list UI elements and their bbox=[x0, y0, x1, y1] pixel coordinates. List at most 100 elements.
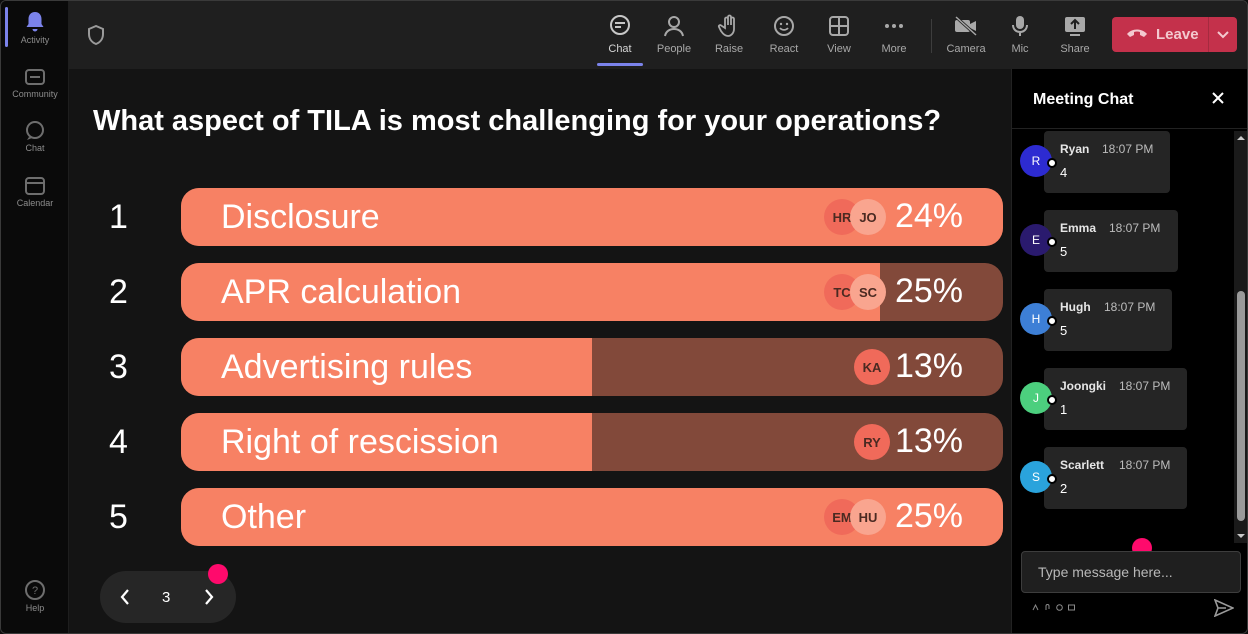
voter-avatar: SC bbox=[850, 274, 886, 310]
message-sender: Scarlett bbox=[1060, 458, 1105, 472]
toolbar-share-button[interactable]: Share bbox=[1050, 11, 1100, 61]
chat-message[interactable]: H Hugh 18:07 PM 5 bbox=[1020, 289, 1172, 351]
poll-question: What aspect of TILA is most challenging … bbox=[93, 105, 942, 137]
chat-format-tools bbox=[1032, 604, 1075, 611]
message-time: 18:07 PM bbox=[1119, 458, 1171, 472]
poll-option[interactable]: 5 Other EM HU 25% bbox=[69, 488, 1011, 546]
message-sender: Ryan bbox=[1060, 142, 1090, 156]
rail-item-help[interactable]: ? Help bbox=[1, 579, 69, 613]
toolbar-people-button[interactable]: People bbox=[649, 11, 699, 61]
option-bar: APR calculation TC SC 25% bbox=[181, 263, 1003, 321]
avatar-initial: S bbox=[1031, 470, 1040, 484]
avatar: E bbox=[1020, 224, 1052, 256]
format-icon[interactable] bbox=[1032, 604, 1039, 611]
rail-item-chat[interactable]: Chat bbox=[1, 121, 69, 153]
option-percent: 13% bbox=[894, 422, 963, 460]
active-tab-indicator bbox=[597, 63, 643, 66]
close-icon[interactable] bbox=[1211, 91, 1225, 110]
message-text: 4 bbox=[1060, 165, 1068, 180]
presence-dot bbox=[1047, 474, 1057, 484]
option-percent: 24% bbox=[894, 197, 963, 235]
send-icon[interactable] bbox=[1213, 598, 1235, 622]
attach-icon[interactable] bbox=[1044, 604, 1051, 611]
option-label: APR calculation bbox=[221, 273, 462, 311]
smiley-icon bbox=[759, 14, 809, 38]
poll-option[interactable]: 1 Disclosure HR JO 24% bbox=[69, 188, 1011, 246]
chat-message[interactable]: S Scarlett 18:07 PM 2 bbox=[1020, 447, 1187, 509]
option-bar-fill bbox=[181, 413, 592, 471]
toolbar-button-label: Chat bbox=[608, 43, 632, 55]
avatar: J bbox=[1020, 382, 1052, 414]
hang-up-icon bbox=[1126, 26, 1156, 43]
toolbar-mic-button[interactable]: Mic bbox=[995, 11, 1045, 61]
chevron-right-icon bbox=[205, 589, 214, 605]
poll-option[interactable]: 4 Right of rescission RY 13% bbox=[69, 413, 1011, 471]
help-icon: ? bbox=[1, 579, 69, 601]
rail-item-label: Activity bbox=[20, 35, 50, 45]
next-page-button[interactable] bbox=[202, 587, 216, 612]
toolbar-more-button[interactable]: More bbox=[869, 11, 919, 61]
hand-icon bbox=[704, 14, 754, 38]
message-text: 2 bbox=[1060, 481, 1068, 496]
chat-header: Meeting Chat bbox=[1012, 69, 1247, 129]
message-time: 18:07 PM bbox=[1119, 379, 1171, 393]
voter-avatar: JO bbox=[850, 199, 886, 235]
rail-item-calendar[interactable]: Calendar bbox=[1, 176, 69, 208]
option-number: 1 bbox=[109, 198, 128, 236]
toolbar-view-button[interactable]: View bbox=[814, 11, 864, 61]
cursor-indicator bbox=[208, 564, 228, 584]
option-bar: Advertising rules KA 13% bbox=[181, 338, 1003, 396]
option-number: 5 bbox=[109, 498, 128, 536]
toolbar-button-label: More bbox=[881, 43, 907, 55]
voter-avatars: EM HU bbox=[824, 499, 886, 535]
leave-button[interactable]: Leave bbox=[1112, 17, 1237, 52]
rail-item-label: Calendar bbox=[16, 198, 54, 208]
avatar-initial: H bbox=[1031, 312, 1041, 326]
chat-message[interactable]: E Emma 18:07 PM 5 bbox=[1020, 210, 1178, 272]
scroll-thumb[interactable] bbox=[1237, 291, 1245, 521]
avatar: R bbox=[1020, 145, 1052, 177]
presence-dot bbox=[1047, 316, 1057, 326]
emoji-icon[interactable] bbox=[1056, 604, 1063, 611]
voter-avatars: HR JO bbox=[824, 199, 886, 235]
meeting-chat-panel: Meeting Chat R Ryan 18:07 PM 4 E Emma 18:07 PM… bbox=[1011, 69, 1247, 633]
chat-icon bbox=[1, 121, 69, 141]
toolbar-chat-button[interactable]: Chat bbox=[595, 11, 645, 61]
chat-message[interactable]: J Joongki 18:07 PM 1 bbox=[1020, 368, 1187, 430]
poll-option[interactable]: 2 APR calculation TC SC 25% bbox=[69, 263, 1011, 321]
chat-message[interactable]: R Ryan 18:07 PM 4 bbox=[1020, 131, 1170, 193]
chat-scrollbar[interactable] bbox=[1234, 131, 1247, 543]
camera-off-icon bbox=[941, 14, 991, 38]
previous-page-button[interactable] bbox=[118, 587, 132, 612]
voter-avatar: HU bbox=[850, 499, 886, 535]
toolbar-button-label: Mic bbox=[1011, 43, 1029, 55]
message-text: 5 bbox=[1060, 244, 1068, 259]
chat-message-input[interactable] bbox=[1021, 551, 1241, 593]
toolbar-camera-button[interactable]: Camera bbox=[941, 11, 991, 61]
voter-avatar: KA bbox=[854, 349, 890, 385]
shield-icon[interactable] bbox=[87, 24, 105, 50]
voter-avatars: KA bbox=[854, 349, 890, 385]
leave-main[interactable]: Leave bbox=[1112, 26, 1208, 43]
avatar-initial: R bbox=[1031, 154, 1041, 168]
rail-item-activity[interactable]: Activity bbox=[1, 11, 69, 45]
toolbar-raise-button[interactable]: Raise bbox=[704, 11, 754, 61]
grid-icon bbox=[814, 14, 864, 38]
leave-options-button[interactable] bbox=[1208, 17, 1237, 52]
more-icon bbox=[869, 14, 919, 38]
option-bar: Other EM HU 25% bbox=[181, 488, 1003, 546]
presence-dot bbox=[1047, 237, 1057, 247]
rail-item-label: Chat bbox=[25, 143, 45, 153]
toolbar-react-button[interactable]: React bbox=[759, 11, 809, 61]
bell-icon bbox=[1, 11, 69, 33]
poll-option[interactable]: 3 Advertising rules KA 13% bbox=[69, 338, 1011, 396]
rail-active-indicator bbox=[5, 7, 8, 47]
toolbar-button-label: React bbox=[769, 43, 799, 55]
gif-icon[interactable] bbox=[1068, 604, 1075, 611]
option-label: Disclosure bbox=[221, 198, 380, 236]
option-percent: 25% bbox=[894, 272, 963, 310]
option-number: 2 bbox=[109, 273, 128, 311]
voter-avatars: RY bbox=[854, 424, 890, 460]
rail-item-community[interactable]: Community bbox=[1, 67, 69, 99]
